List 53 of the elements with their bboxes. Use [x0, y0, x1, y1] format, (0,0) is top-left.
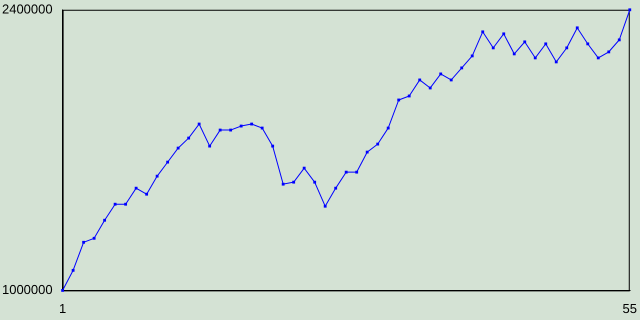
point — [554, 60, 558, 64]
point — [439, 72, 442, 76]
point — [428, 86, 432, 90]
point — [145, 192, 148, 196]
point — [565, 46, 568, 50]
point — [114, 202, 117, 206]
point — [492, 46, 495, 50]
point — [596, 56, 600, 60]
point — [618, 38, 621, 42]
point — [418, 78, 422, 82]
point — [240, 124, 243, 128]
point — [512, 52, 516, 56]
point — [124, 202, 128, 206]
point — [397, 98, 400, 102]
point — [586, 42, 590, 46]
x-tick-label: 55 — [622, 300, 638, 316]
y-tick-label: 2400000 — [2, 1, 53, 16]
point — [187, 136, 190, 140]
point — [481, 30, 484, 34]
point — [134, 186, 138, 190]
point — [176, 146, 180, 150]
point — [460, 66, 464, 70]
point — [386, 126, 390, 130]
point — [450, 78, 453, 82]
point — [523, 40, 526, 44]
point — [544, 42, 548, 46]
x-tick-label: 1 — [58, 300, 66, 316]
point — [355, 170, 358, 174]
point — [470, 54, 474, 58]
y-tick-label: 1000000 — [2, 282, 53, 297]
point — [208, 144, 212, 148]
point — [61, 288, 64, 292]
point — [607, 50, 610, 54]
point — [156, 174, 159, 178]
point — [376, 142, 380, 146]
point — [229, 128, 232, 132]
point — [82, 240, 86, 244]
point — [198, 122, 201, 126]
point — [366, 150, 369, 154]
point — [344, 170, 348, 174]
point — [250, 122, 254, 126]
point — [260, 126, 264, 130]
point — [408, 94, 411, 98]
point — [502, 32, 506, 36]
point — [302, 166, 306, 170]
point — [103, 218, 106, 222]
point — [166, 160, 170, 164]
point — [576, 26, 579, 30]
point — [271, 144, 274, 148]
point — [534, 56, 537, 60]
point — [72, 268, 75, 272]
point — [218, 128, 222, 132]
point — [92, 236, 96, 240]
